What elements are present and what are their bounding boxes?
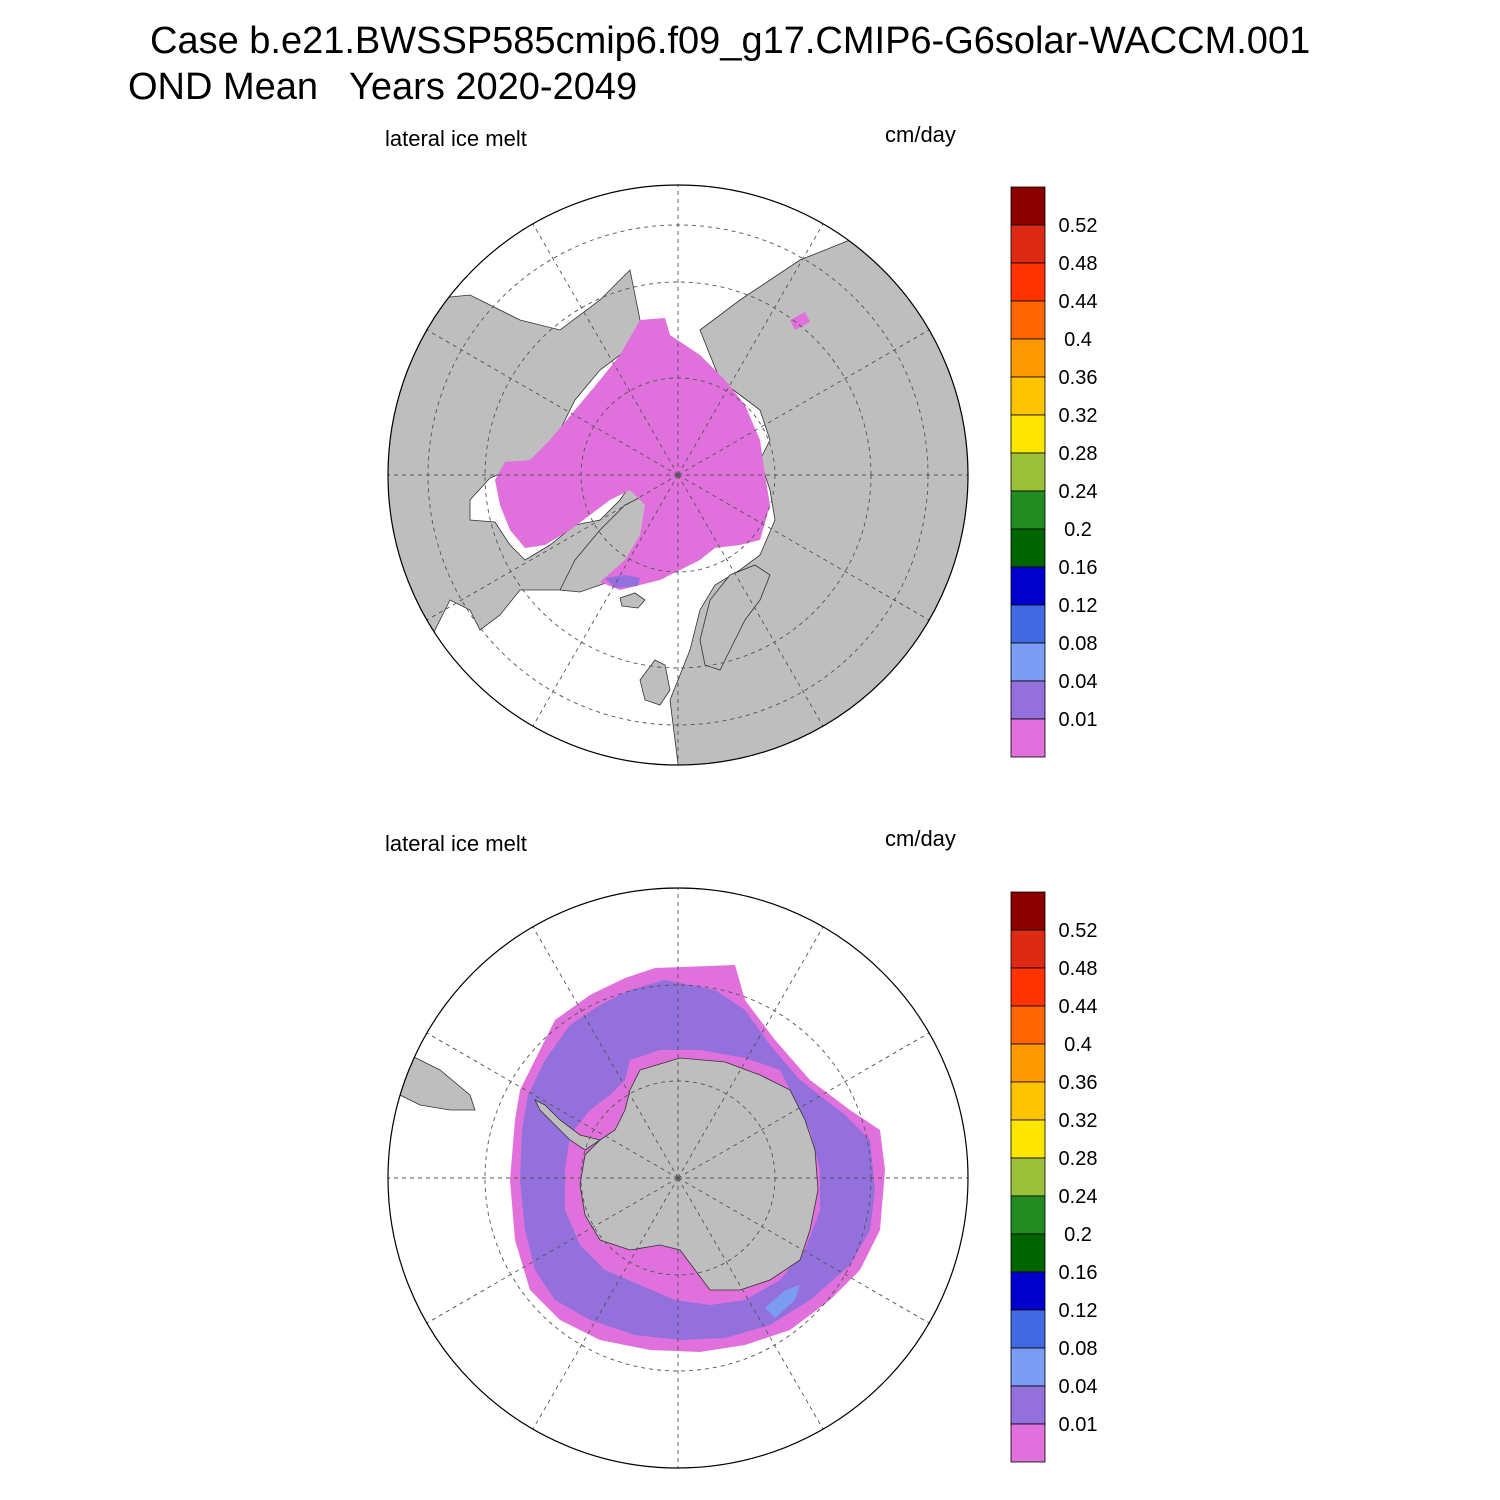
north-colorbar-box xyxy=(1010,186,1046,226)
north-colorbar-label: 0.36 xyxy=(1059,367,1098,389)
south-units-label: cm/day xyxy=(885,826,956,851)
south-colorbar-label: 0.04 xyxy=(1059,1376,1098,1398)
north-colorbar-box xyxy=(1010,376,1046,416)
south-colorbar-label: 0.24 xyxy=(1059,1186,1098,1208)
north-colorbar-label: 0.32 xyxy=(1059,405,1098,427)
north-map-border xyxy=(387,184,969,766)
north-colorbar-label: 0.2 xyxy=(1064,519,1092,541)
north-colorbar-label: 0.4 xyxy=(1064,329,1092,351)
north-colorbar-label: 0.44 xyxy=(1059,291,1098,313)
south-melt-blue-patch xyxy=(765,1285,800,1318)
south-colorbar-label: 0.44 xyxy=(1059,996,1098,1018)
north-melt-field xyxy=(495,318,770,590)
south-colorbar-label: 0.4 xyxy=(1064,1034,1092,1056)
north-variable-label: lateral ice melt xyxy=(385,126,527,151)
south-colorbar-label: 0.36 xyxy=(1059,1072,1098,1094)
north-colorbar-box xyxy=(1010,224,1046,264)
south-colorbar-label: 0.52 xyxy=(1059,920,1098,942)
south-colorbar-label: 0.08 xyxy=(1059,1338,1098,1360)
south-colorbar-label: 0.01 xyxy=(1059,1414,1098,1436)
north-colorbar-box xyxy=(1010,642,1046,682)
uk-land xyxy=(639,659,671,706)
colorbar-north: 0.52 0.48 0.44 0.4 0.36 0.32 0.28 0.24 0.2 0.16 0.… xyxy=(1010,186,1098,758)
north-colorbar-box xyxy=(1010,528,1046,568)
south-colorbar-box xyxy=(1010,1347,1046,1387)
period-title: OND Mean Years 2020-2049 xyxy=(128,66,638,108)
south-colorbar-box xyxy=(1010,1005,1046,1045)
south-colorbar-box xyxy=(1010,1119,1046,1159)
north-colorbar-label: 0.48 xyxy=(1059,253,1098,275)
north-colorbar-label: 0.28 xyxy=(1059,443,1098,465)
south-colorbar-label: 0.2 xyxy=(1064,1224,1092,1246)
south-colorbar-box xyxy=(1010,1271,1046,1311)
bering-melt-patch xyxy=(790,312,810,330)
south-colorbar-box xyxy=(1010,1233,1046,1273)
colorbar-south: 0.52 0.48 0.44 0.4 0.36 0.32 0.28 0.24 0.2 0.16 0.… xyxy=(1010,891,1098,1463)
scandinavia-land xyxy=(699,564,771,671)
north-colorbar-box xyxy=(1010,414,1046,454)
north-colorbar-label: 0.12 xyxy=(1059,595,1098,617)
north-colorbar-label: 0.24 xyxy=(1059,481,1098,503)
south-colorbar-label: 0.48 xyxy=(1059,958,1098,980)
north-colorbar-box xyxy=(1010,680,1046,720)
south-variable-label: lateral ice melt xyxy=(385,831,527,856)
south-colorbar-label: 0.32 xyxy=(1059,1110,1098,1132)
north-polar-map xyxy=(387,184,969,766)
north-colorbar-box xyxy=(1010,490,1046,530)
north-colorbar-label: 0.08 xyxy=(1059,633,1098,655)
south-colorbar-box xyxy=(1010,1423,1046,1463)
south-colorbar-label: 0.16 xyxy=(1059,1262,1098,1284)
south-colorbar-box xyxy=(1010,1081,1046,1121)
south-colorbar-box xyxy=(1010,1043,1046,1083)
north-colorbar-label: 0.01 xyxy=(1059,709,1098,731)
north-colorbar-box xyxy=(1010,300,1046,340)
north-units-label: cm/day xyxy=(885,122,956,147)
north-colorbar-box xyxy=(1010,262,1046,302)
south-polar-map xyxy=(387,887,969,1469)
north-melt-low-band xyxy=(605,575,640,588)
south-colorbar-box xyxy=(1010,1195,1046,1235)
north-colorbar-label: 0.16 xyxy=(1059,557,1098,579)
south-colorbar-box xyxy=(1010,929,1046,969)
north-colorbar-box xyxy=(1010,566,1046,606)
south-colorbar-box xyxy=(1010,1385,1046,1425)
eurasia-land xyxy=(669,229,968,765)
south-colorbar-box xyxy=(1010,1157,1046,1197)
south-colorbar-box xyxy=(1010,967,1046,1007)
south-colorbar-label: 0.28 xyxy=(1059,1148,1098,1170)
case-title: Case b.e21.BWSSP585cmip6.f09_g17.CMIP6-G… xyxy=(150,20,1311,62)
north-colorbar-label: 0.52 xyxy=(1059,215,1098,237)
north-colorbar-box xyxy=(1010,338,1046,378)
north-colorbar-box xyxy=(1010,452,1046,492)
north-colorbar-label: 0.04 xyxy=(1059,671,1098,693)
north-colorbar-box xyxy=(1010,604,1046,644)
south-colorbar-box xyxy=(1010,891,1046,931)
north-colorbar-box xyxy=(1010,718,1046,758)
south-colorbar-label: 0.12 xyxy=(1059,1300,1098,1322)
iceland-land xyxy=(619,592,646,609)
south-map-border xyxy=(387,887,969,1469)
south-colorbar-box xyxy=(1010,1309,1046,1349)
